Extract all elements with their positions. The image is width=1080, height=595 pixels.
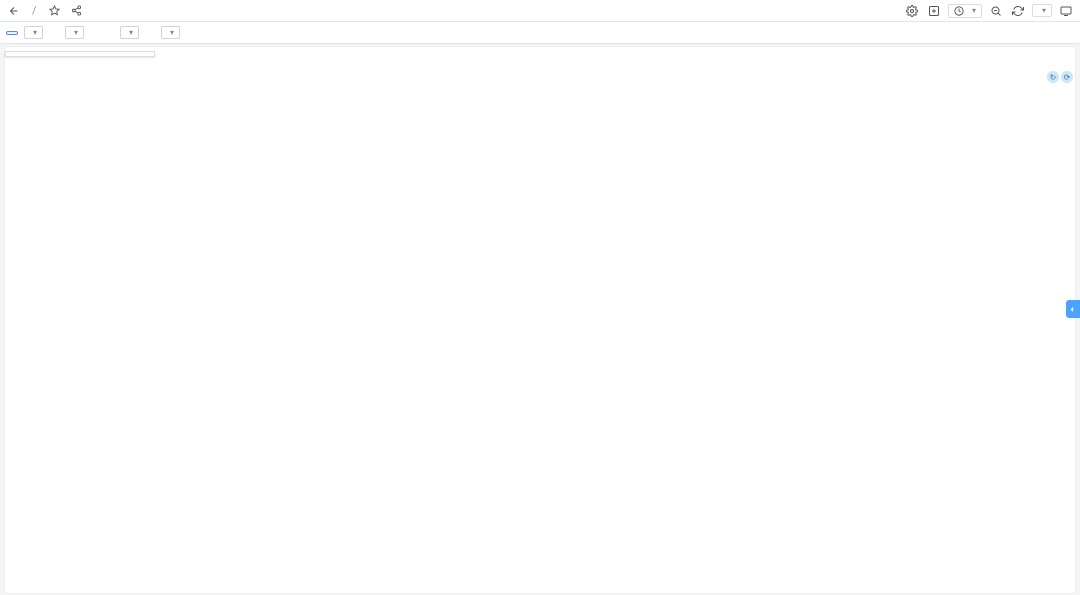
refresh-icon[interactable] bbox=[1010, 3, 1026, 19]
floating-help-badge[interactable]: ◐ bbox=[1066, 300, 1080, 318]
panel-add-icon[interactable] bbox=[926, 3, 942, 19]
header-right: ▾ ▾ bbox=[904, 3, 1074, 19]
clock-icon bbox=[954, 6, 964, 16]
zoom-out-icon[interactable] bbox=[988, 3, 1004, 19]
chevron-down-icon: ▾ bbox=[170, 28, 174, 37]
time-range-picker[interactable]: ▾ bbox=[948, 4, 982, 18]
breadcrumb-separator: / bbox=[32, 4, 37, 17]
breadcrumb: / bbox=[28, 4, 41, 17]
star-icon[interactable] bbox=[47, 3, 63, 19]
header-left: / bbox=[6, 3, 898, 19]
env-pill[interactable]: ▾ bbox=[24, 26, 43, 39]
cluster-value-pill[interactable]: ▾ bbox=[65, 26, 84, 39]
chart-tooltip bbox=[5, 51, 155, 57]
share-icon[interactable] bbox=[69, 3, 85, 19]
chevron-down-icon: ▾ bbox=[74, 28, 78, 37]
chevron-down-icon: ▾ bbox=[129, 28, 133, 37]
chevron-down-icon: ▾ bbox=[33, 28, 37, 37]
refresh-interval-picker[interactable]: ▾ bbox=[1032, 4, 1052, 17]
node-key-label bbox=[145, 32, 155, 34]
back-icon[interactable] bbox=[6, 3, 22, 19]
chart-svg bbox=[5, 51, 1075, 574]
instance-value-pill[interactable]: ▾ bbox=[120, 26, 139, 39]
filter-bar: ▾ ▾ ▾ ▾ bbox=[0, 22, 1080, 44]
cluster-key-label bbox=[49, 32, 59, 34]
gear-icon[interactable] bbox=[904, 3, 920, 19]
chart-area[interactable] bbox=[5, 51, 1075, 573]
chevron-down-icon: ▾ bbox=[972, 6, 976, 15]
instance-key-label bbox=[104, 32, 114, 34]
chevron-down-icon: ▾ bbox=[1042, 6, 1046, 15]
node-value-pill[interactable]: ▾ bbox=[161, 26, 180, 39]
tv-icon[interactable] bbox=[1058, 3, 1074, 19]
chart-panel: ↻ ⟳ bbox=[4, 46, 1076, 594]
datasource-pill[interactable] bbox=[6, 31, 18, 35]
header-bar: / ▾ ▾ bbox=[0, 0, 1080, 22]
